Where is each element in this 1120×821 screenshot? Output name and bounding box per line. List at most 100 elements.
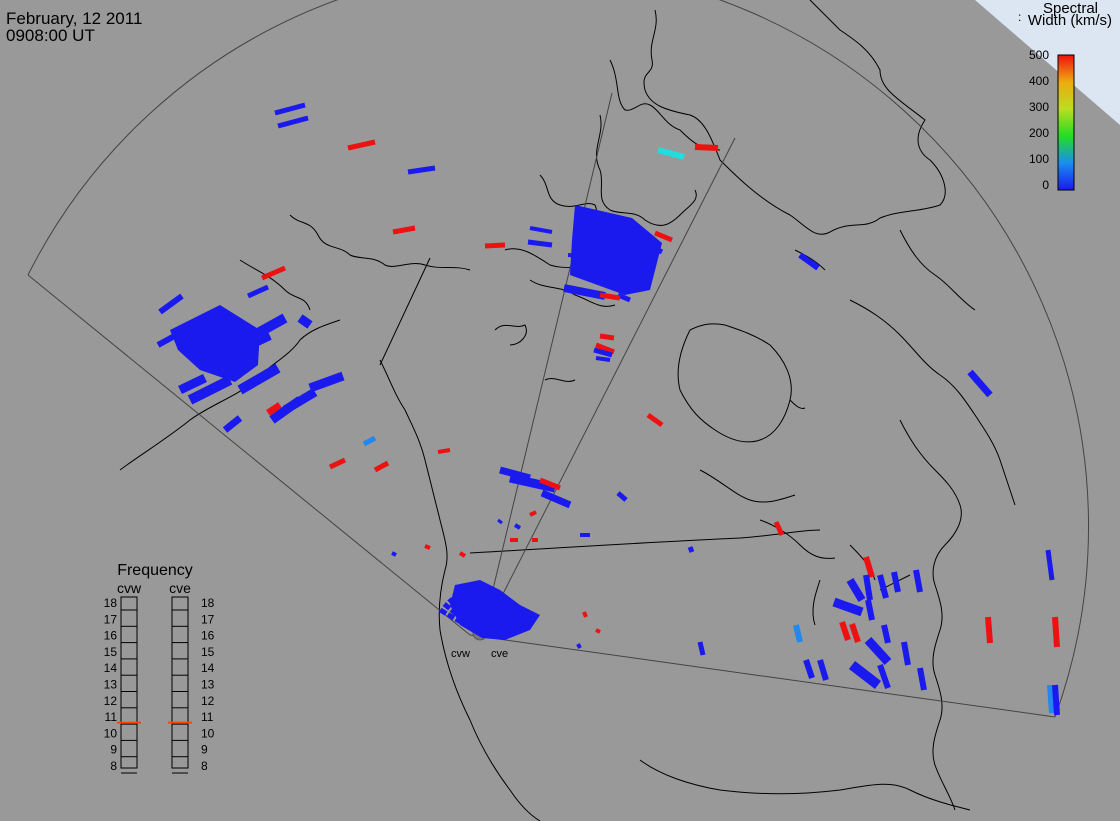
echo-cell [832,597,864,617]
echo-cell [863,574,873,601]
echo-cell [803,659,815,679]
echo-cell [654,230,673,243]
echo-cell [502,595,511,605]
echo-cell [328,457,347,470]
echo-cell [465,587,473,596]
echo-cell [1045,549,1055,581]
echo-cell [593,347,613,358]
frequency-title: Frequency [117,562,193,579]
echo-cell [437,448,451,454]
echo-cell [817,659,829,681]
echo-cell [452,593,461,602]
echo-cell [491,589,499,598]
echo-cell [798,252,820,271]
echo-cell [497,518,503,525]
frequency-scale-label: 8 [201,759,208,773]
echo-cell [474,604,481,613]
echo-cell [967,369,993,398]
frequency-scale-label: 15 [104,645,118,659]
echo-cell [848,661,882,689]
echo-cell [497,591,506,601]
echo-cell [563,284,606,300]
echo-cell [864,636,892,666]
echo-cell [222,415,243,433]
echo-cell [277,115,309,129]
echo-cell [457,600,466,610]
echo-cell [582,611,588,618]
colorbar-tick-label: 0 [1042,178,1049,192]
frequency-scale-label: 18 [201,596,215,610]
echo-cell [438,607,448,616]
frequency-scale-label: 17 [201,612,215,626]
echo-cell [839,621,851,641]
frequency-scale-label: 16 [201,629,215,643]
echo-cell [488,597,496,606]
echo-cell [506,615,515,624]
echo-cell [793,624,803,643]
echo-cell [407,165,436,175]
echo-cell [1052,616,1060,648]
echo-cell [472,586,479,595]
echo-cell [499,466,531,482]
echo-cluster [570,205,662,295]
echo-cell [484,242,506,249]
echo-cell [513,523,522,530]
radar-label-cve: cve [491,648,508,660]
frequency-scale-label: 17 [104,612,118,626]
echo-cell [529,510,537,517]
echo-cell [913,569,923,593]
echo-cell [282,388,318,414]
echo-cell [470,605,477,614]
echo-cell [514,612,524,620]
echo-cell [237,363,281,395]
echo-cell [274,102,306,116]
colorbar-tick-label: 500 [1029,48,1049,62]
frequency-panel: Frequencycvw18171615141312111098cve18171… [104,562,215,774]
frequency-scale-label: 12 [201,694,215,708]
echo-cell [595,342,615,355]
echo-cell [646,412,664,428]
echo-cell [694,144,719,151]
frequency-scale-label: 13 [201,678,215,692]
echo-cell [881,624,891,644]
echo-cell [466,606,474,615]
frequency-column-label: cvw [117,580,142,596]
frequency-scale-label: 14 [201,661,215,675]
date-label: February, 12 2011 [6,9,143,28]
coastlines [119,0,1016,821]
echo-cell [187,375,233,405]
frequency-scale-label: 18 [104,596,118,610]
echo-cell [491,609,500,619]
echo-cell [308,371,345,393]
echo-cell [509,473,556,493]
time-label: 0908:00 UT [6,26,95,45]
echo-cell [391,551,397,557]
echo-cell [424,544,431,550]
echo-cell [373,460,390,473]
echo-cell [496,615,505,624]
echo-cell [468,596,475,605]
echo-cell [863,556,875,578]
borders [379,257,821,554]
echo-cell [529,226,553,234]
echo-cell [246,284,270,299]
echo-cell [687,546,695,553]
echo-cell [456,613,466,622]
echo-cell [595,628,601,634]
frequency-scale-label: 16 [104,629,118,643]
frequency-scale-label: 8 [110,759,117,773]
echo-cell [877,574,889,599]
frequency-scale-label: 9 [201,743,208,757]
echo-cell [347,139,376,151]
echo-cell [507,600,516,609]
frequency-scale-label: 10 [104,726,118,740]
echo-cell [985,616,993,644]
echo-cell [500,606,510,615]
echo-cell [454,616,464,625]
echo-cell [462,598,471,607]
frequency-scale-label: 10 [201,726,215,740]
echo-cell [657,147,685,160]
echo-cell [492,599,501,609]
echo-cell [846,577,866,603]
